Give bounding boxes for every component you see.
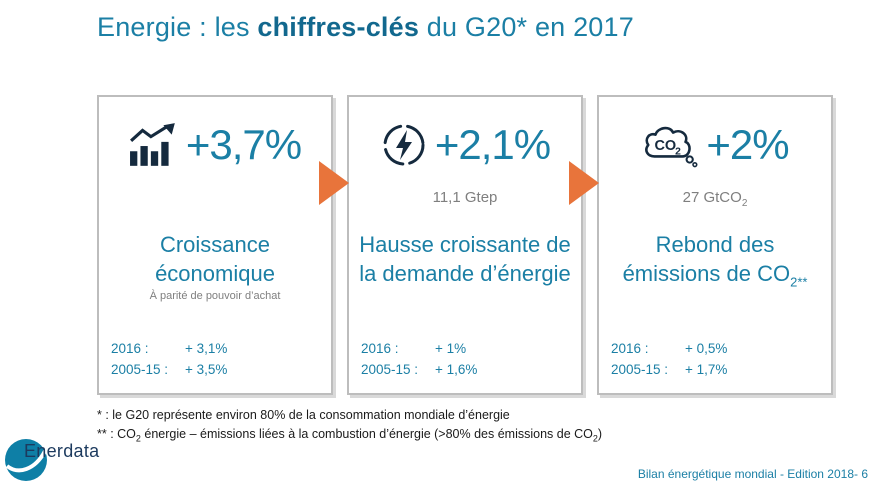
metric-line: 27 GtCO2 [683,189,748,209]
stat-row: 2005-15 : + 1,6% [361,360,477,381]
heading-subscript: 2 [790,273,798,289]
stat-row: 2005-15 : + 1,7% [611,360,727,381]
co2-cloud-icon: CO 2 [641,122,699,168]
title-suffix: du G20* en 2017 [419,12,634,42]
card-heading: Rebond des émissions de CO2** [599,231,831,291]
page-reference: Bilan énergétique mondial - Edition 2018… [637,467,868,481]
card-stats: 2016 : + 3,1% 2005-15 : + 3,5% [111,339,227,381]
metric-line: 11,1 Gtep [432,189,498,206]
card-top: +3,7% [129,117,302,173]
headline-value: +3,7% [185,121,302,168]
metric-text: 27 GtCO [682,189,742,206]
co2-icon-text: CO [655,138,677,154]
card-stats: 2016 : + 0,5% 2005-15 : + 1,7% [611,339,727,381]
lightning-energy-icon [380,121,428,169]
co2-icon-text-sub: 2 [676,146,682,157]
stat-value: + 3,1% [185,341,228,357]
title-prefix: Energie : les [97,12,258,42]
card-heading: Croissance économique [155,232,275,286]
footnote-subscript: 2 [592,433,598,444]
footnote-subscript: 2 [135,433,141,444]
stat-row: 2016 : + 3,1% [111,339,227,360]
stat-label: 2005-15 : [111,362,169,378]
stat-value: + 3,5% [185,362,228,378]
card-top: CO 2 +2% [641,117,790,173]
title-bold: chiffres-clés [257,12,420,42]
footnote-text: énergie – émissions liées à la combustio… [140,427,593,442]
bar-chart-growth-icon [129,123,179,167]
card-note: À parité de pouvoir d’achat [149,290,281,303]
page-title: Energie : les chiffres-clés du G20* en 2… [97,12,634,43]
stat-label: 2005-15 : [361,362,419,378]
stat-value: + 1% [435,341,467,357]
flow-arrow-icon [319,161,349,205]
stat-row: 2016 : + 1% [361,339,477,360]
heading-footnote-mark: ** [797,273,808,289]
stat-value: + 0,5% [685,341,728,357]
metric-subscript: 2 [741,198,748,209]
flow-arrow-icon [569,161,599,205]
card-heading: Hausse croissante de la demande d’énergi… [359,232,571,286]
card-energy-demand: +2,1% 11,1 Gtep Hausse croissante de la … [347,95,583,395]
footnote-line-1: * : le G20 représente environ 80% de la … [97,408,510,422]
card-top: +2,1% [380,117,551,173]
stat-row: 2005-15 : + 3,5% [111,360,227,381]
cards-row: +3,7% Croissance économique À parité de … [97,95,833,395]
stat-label: 2016 : [111,341,149,357]
footnote-text: ) [597,427,603,442]
stat-value: + 1,6% [435,362,478,378]
enerdata-logo: Enerdata [4,437,154,487]
footnote-text: ** : CO [97,427,136,442]
stat-row: 2016 : + 0,5% [611,339,727,360]
headline-value: +2,1% [434,121,551,168]
enerdata-logo-icon [4,438,48,487]
footnotes: * : le G20 représente environ 80% de la … [97,406,602,447]
card-stats: 2016 : + 1% 2005-15 : + 1,6% [361,339,477,381]
enerdata-logo-text: Enerdata [24,441,100,461]
footnote-line-2: ** : CO2 énergie – émissions liées à la … [97,425,602,446]
card-co2-emissions: CO 2 +2% 27 GtCO2 Rebond des émissions d… [597,95,833,395]
stat-value: + 1,7% [685,362,728,378]
stat-label: 2016 : [361,341,399,357]
stat-label: 2005-15 : [611,362,669,378]
headline-value: +2% [706,121,789,168]
heading-text: Rebond des émissions de CO [622,232,791,286]
card-economic-growth: +3,7% Croissance économique À parité de … [97,95,333,395]
stat-label: 2016 : [611,341,649,357]
